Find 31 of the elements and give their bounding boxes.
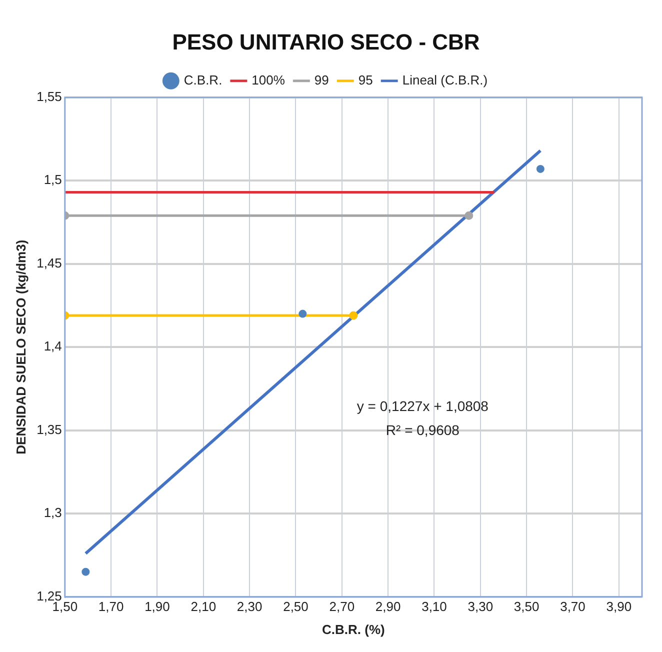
annotation: R² = 0,9608	[386, 422, 460, 438]
x-tick-label: 3,30	[468, 599, 494, 614]
y-tick-label: 1,35	[36, 422, 62, 437]
annotation: y = 0,1227x + 1,0808	[356, 398, 489, 414]
x-tick-label: 2,30	[236, 599, 262, 614]
x-tick-label: 3,70	[560, 599, 586, 614]
legend-label: C.B.R.	[184, 72, 222, 88]
y-tick-label: 1,55	[36, 88, 62, 104]
legend-label: 99	[314, 72, 329, 88]
y-tick-label: 1,5	[44, 172, 62, 188]
x-tick-label: 2,10	[190, 599, 216, 614]
y-axis-title: DENSIDAD SUELO SECO (kg/dm3)	[13, 240, 28, 454]
x-axis-title: C.B.R. (%)	[322, 622, 385, 637]
x-tick-label: 2,50	[283, 599, 308, 614]
y-tick-label: 1,45	[36, 255, 62, 270]
y-tick-label: 1,3	[44, 505, 62, 520]
legend-label: 100%	[252, 72, 286, 88]
legend-label: Lineal (C.B.R.)	[402, 72, 488, 88]
point	[536, 164, 544, 173]
x-tick-label: 2,90	[375, 599, 401, 614]
x-tick-label: 3,50	[514, 599, 540, 614]
point	[298, 310, 307, 318]
legend-label: 95	[358, 72, 373, 88]
x-tick-label: 1,70	[98, 599, 124, 614]
x-tick-label: 1,90	[144, 599, 170, 614]
y-tick-label: 1,25	[36, 588, 62, 604]
chart-title: PESO UNITARIO SECO - CBR	[172, 29, 480, 54]
x-tick-label: 3,10	[422, 599, 447, 614]
x-tick-label: 3,90	[606, 599, 632, 614]
y-tick-label: 1,4	[44, 338, 62, 354]
x-tick-label: 2,70	[329, 599, 355, 614]
